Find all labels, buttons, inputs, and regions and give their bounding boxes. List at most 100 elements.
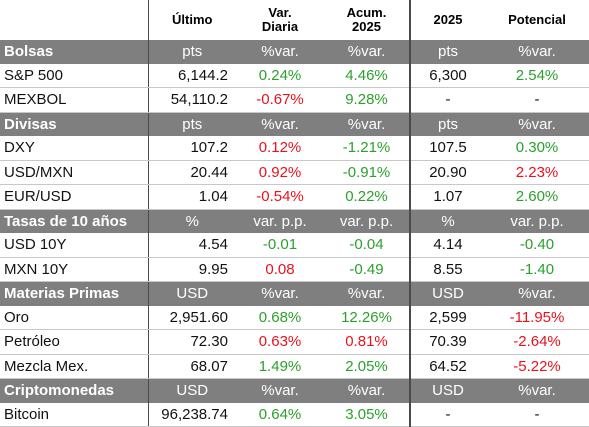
section-unit: % (147, 209, 236, 233)
section-unit: USD (147, 378, 236, 403)
ytd-change: 0.81% (324, 329, 410, 355)
section-unit: pts (147, 40, 236, 64)
ytd-change: 9.28% (324, 87, 410, 113)
daily-change: -0.67% (236, 87, 324, 113)
section-header-row: Divisas pts %var. %var. pts %var. (0, 112, 589, 136)
daily-change: 0.68% (236, 305, 324, 330)
section-unit: USD (409, 281, 485, 306)
header-daily-line2: Diaria (261, 19, 299, 34)
table-row: Mezcla Mex. 68.07 1.49% 2.05% 64.52 -5.22% (0, 354, 589, 379)
section-unit: var. p.p. (236, 209, 324, 233)
section-unit: %var. (485, 40, 589, 64)
section-unit: %var. (236, 112, 324, 136)
section-unit: %var. (236, 378, 324, 403)
section-unit: % (409, 209, 485, 233)
ytd-change: 0.22% (324, 184, 410, 210)
ytd-change: 4.46% (324, 63, 410, 88)
daily-change: -0.54% (236, 184, 324, 210)
table-row: EUR/USD 1.04 -0.54% 0.22% 1.07 2.60% (0, 184, 589, 210)
instrument-name: DXY (0, 136, 148, 161)
last-value: 68.07 (147, 354, 236, 379)
section-title: Materias Primas (0, 281, 148, 306)
section-unit: %var. (485, 112, 589, 136)
ytd-change: -0.04 (324, 233, 410, 258)
daily-change: 0.08 (236, 257, 324, 282)
target-value: 4.14 (409, 233, 485, 258)
daily-change: 0.12% (236, 136, 324, 161)
header-daily-line1: Var. (268, 5, 292, 20)
header-row: Último Var. Diaria Acum. 2025 2025 Potenci… (0, 0, 589, 40)
target-value: 6,300 (409, 63, 485, 88)
section-unit: USD (409, 378, 485, 403)
potential-change: -11.95% (485, 305, 589, 330)
daily-change: 1.49% (236, 354, 324, 379)
section-title: Divisas (0, 112, 148, 136)
instrument-name: USD 10Y (0, 233, 148, 258)
target-value: - (409, 402, 485, 427)
potential-change: 0.30% (485, 136, 589, 161)
instrument-name: Bitcoin (0, 402, 148, 427)
section-header-row: Bolsas pts %var. %var. pts %var. (0, 40, 589, 64)
target-value: 70.39 (409, 329, 485, 355)
section-title: Tasas de 10 años (0, 209, 148, 233)
daily-change: 0.63% (236, 329, 324, 355)
table-row: Oro 2,951.60 0.68% 12.26% 2,599 -11.95% (0, 305, 589, 330)
ytd-change: 12.26% (324, 305, 410, 330)
section-unit: %var. (324, 281, 410, 306)
header-potential: Potencial (508, 12, 566, 27)
last-value: 107.2 (147, 136, 236, 161)
potential-change: 2.60% (485, 184, 589, 210)
ytd-change: -0.49 (324, 257, 410, 282)
last-value: 2,951.60 (147, 305, 236, 330)
potential-change: -5.22% (485, 354, 589, 379)
section-header-row: Criptomonedas USD %var. %var. USD %var. (0, 378, 589, 403)
daily-change: -0.01 (236, 233, 324, 258)
header-last: Último (147, 0, 236, 40)
section-header-row: Materias Primas USD %var. %var. USD %var. (0, 281, 589, 306)
daily-change: 0.64% (236, 402, 324, 427)
section-unit: var. p.p. (324, 209, 410, 233)
table-row: MEXBOL 54,110.2 -0.67% 9.28% - - (0, 87, 589, 113)
header-ytd-line1: Acum. (346, 5, 387, 20)
section-unit: var. p.p. (485, 209, 589, 233)
table-row: DXY 107.2 0.12% -1.21% 107.5 0.30% (0, 136, 589, 161)
target-value: 20.90 (409, 160, 485, 185)
section-unit: %var. (324, 112, 410, 136)
target-value: 8.55 (409, 257, 485, 282)
table-row: Bitcoin 96,238.74 0.64% 3.05% - - (0, 402, 589, 427)
instrument-name: Petróleo (0, 329, 148, 355)
header-daily: Var. Diaria (236, 0, 324, 40)
daily-change: 0.92% (236, 160, 324, 185)
potential-change: -2.64% (485, 329, 589, 355)
section-header-row: Tasas de 10 años% var. p.p. var. p.p.% var.… (0, 209, 589, 233)
instrument-name: USD/MXN (0, 160, 148, 185)
section-unit: USD (147, 281, 236, 306)
last-value: 9.95 (147, 257, 236, 282)
section-unit: %var. (236, 40, 324, 64)
instrument-name: MEXBOL (0, 87, 148, 113)
potential-change: - (485, 402, 589, 427)
section-unit: %var. (236, 281, 324, 306)
table-row: USD/MXN 20.44 0.92% -0.91% 20.90 2.23% (0, 160, 589, 185)
last-value: 72.30 (147, 329, 236, 355)
last-value: 20.44 (147, 160, 236, 185)
section-unit: pts (147, 112, 236, 136)
target-value: 2,599 (409, 305, 485, 330)
ytd-change: 3.05% (324, 402, 410, 427)
target-value: - (409, 87, 485, 113)
last-value: 54,110.2 (147, 87, 236, 113)
table-row: Petróleo 72.30 0.63% 0.81% 70.39 -2.64% (0, 329, 589, 355)
table-row: S&P 500 6,144.2 0.24% 4.46% 6,300 2.54% (0, 63, 589, 88)
instrument-name: EUR/USD (0, 184, 148, 210)
section-title: Bolsas (0, 40, 148, 64)
target-value: 107.5 (409, 136, 485, 161)
section-unit: %var. (485, 378, 589, 403)
header-target: 2025 (409, 0, 485, 40)
daily-change: 0.24% (236, 63, 324, 88)
section-unit: %var. (324, 40, 410, 64)
potential-change: 2.54% (485, 63, 589, 88)
section-unit: %var. (324, 378, 410, 403)
header-blank (0, 0, 148, 40)
table-row: MXN 10Y 9.95 0.08 -0.49 8.55 -1.40 (0, 257, 589, 282)
